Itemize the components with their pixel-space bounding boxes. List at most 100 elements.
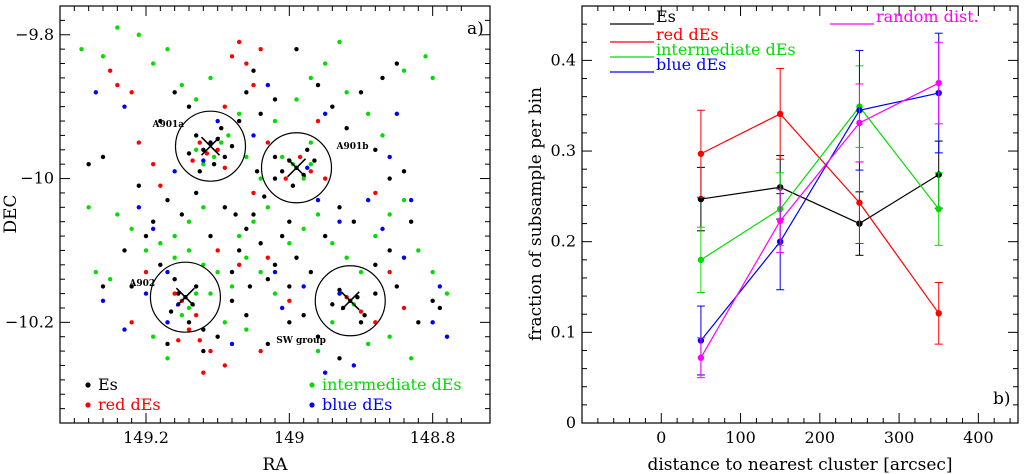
point-intermediate-des [301,176,306,181]
x-tick-label-b: 300 [884,428,915,447]
point-blue-des [322,111,328,117]
cluster-circle-a901a [174,110,247,182]
point-red-des [236,262,242,268]
point-blue-des [322,370,328,375]
point-es [401,169,407,174]
point-red-des [176,338,181,343]
point-es [244,226,249,232]
point-blue-des [272,269,278,275]
point-intermediate-des [401,68,407,73]
point-es [279,169,285,174]
legend-label-red-des: red dEs [656,25,719,44]
sky-map-tick-labels: 149.2 149 148.8 −9.8 −10 −10.2 [5,25,456,447]
point-intermediate-des [172,233,177,239]
cluster-markers: A901a A901b A902 SW group [128,110,386,346]
point-es [179,212,185,217]
x-tick-label-b: 200 [805,428,836,447]
line-red-des [700,113,940,314]
point-intermediate-des [115,212,120,217]
point-es [193,190,199,196]
point-intermediate-des [330,241,335,246]
point-intermediate-des [193,147,199,152]
point-intermediate-des [294,97,299,102]
point-es [168,309,174,314]
legend-label-random-dist: random dist. [876,7,979,26]
line-intermediate-des [700,105,940,261]
point-intermediate-des [337,39,342,45]
point-red-des [373,190,378,196]
x-tick-label-a: 149.2 [123,428,169,447]
point-intermediate-des [308,75,314,81]
point-intermediate-des [935,205,942,213]
point-intermediate-des [272,118,278,124]
cluster-label-a902: A902 [128,279,155,289]
point-red-des [287,298,292,303]
panel-label-b: b) [993,389,1011,409]
point-red-des [308,169,314,174]
point-red-des [387,269,392,275]
y-tick-label-a: −9.8 [15,25,54,44]
point-intermediate-des [186,219,192,224]
point-blue-des [215,118,220,124]
point-es [308,269,314,275]
point-es [258,111,263,117]
point-red-des [208,348,213,354]
point-intermediate-des [365,111,371,117]
point-blue-des [165,269,170,275]
point-red-des [204,151,210,156]
point-intermediate-des [219,140,224,145]
point-blue-des [337,291,342,296]
point-es [337,205,342,210]
point-intermediate-des [236,111,242,117]
point-es [100,284,106,289]
point-es [287,219,292,224]
point-blue-des [279,305,285,311]
point-intermediate-des [79,46,84,52]
point-random-dist [697,354,705,361]
legend-marker-blue-des [309,402,315,408]
point-es [247,284,253,289]
point-red-des [358,309,364,314]
fraction-ticks [581,5,1018,424]
y-axis-label-a: DEC [1,194,21,233]
series-blue-des [93,82,450,375]
sky-map-panel: 149.2 149 148.8 −9.8 −10 −10.2 A901a A901b A902… [1,5,491,474]
point-intermediate-des [365,341,371,347]
point-blue-des [165,320,170,325]
legend-label-red-des: red dEs [98,395,161,414]
point-blue-des [437,284,443,289]
point-es [272,262,278,268]
point-intermediate-des [208,75,213,81]
point-es [272,97,278,102]
legend-label-intermediate-des: intermediate dEs [656,40,796,59]
point-es [251,68,256,73]
point-intermediate-des [401,197,407,203]
point-es [129,284,134,289]
point-intermediate-des [179,82,185,88]
point-es [373,291,378,296]
point-es [408,219,414,224]
point-intermediate-des [423,54,428,59]
point-es [315,82,321,88]
point-es [330,104,335,109]
point-es [222,154,228,160]
point-intermediate-des [244,255,249,260]
point-es [373,147,378,152]
point-intermediate-des [129,226,134,232]
point-intermediate-des [179,312,185,318]
legend-marker-red-des [85,402,91,408]
series-intermediate-des [79,25,450,361]
cluster-circle-sw-group [314,265,386,337]
point-blue-des [408,197,414,203]
point-red-des [697,150,705,157]
x-tick-label-a: 149 [274,428,305,447]
point-intermediate-des [165,46,170,52]
point-intermediate-des [344,255,349,260]
point-intermediate-des [697,256,705,264]
point-red-des [856,199,863,206]
point-es [165,341,170,347]
point-intermediate-des [344,90,349,95]
x-tick-label-b: 100 [725,428,756,447]
